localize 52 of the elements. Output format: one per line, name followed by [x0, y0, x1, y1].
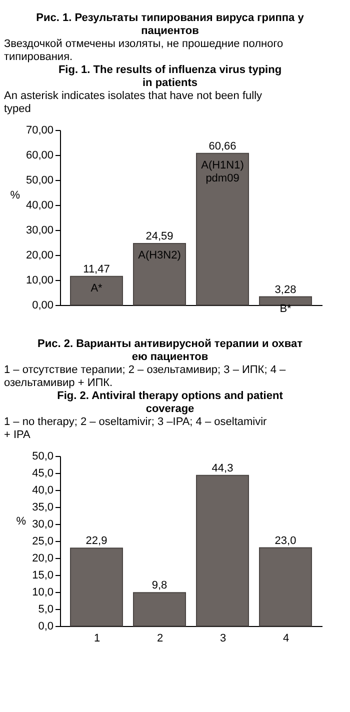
y-tick-label: 0,0	[38, 620, 54, 632]
bar	[259, 296, 312, 306]
y-tick-label: 20,0	[32, 552, 54, 564]
bar	[196, 152, 249, 306]
y-tick-label: 70,00	[26, 124, 54, 136]
bar	[133, 592, 186, 626]
chart-subtitle: 1 – отсутствие терапии; 2 – озельтамивир; 3 – ИПК; 4 – озельтамивир + ИПК.	[4, 364, 286, 389]
y-tick-label: 10,00	[26, 274, 54, 286]
y-tick-label: 50,0	[32, 450, 54, 462]
x-tick-label: 3	[220, 632, 226, 644]
y-tick-label: 50,00	[26, 174, 54, 186]
y-tick-label: 20,00	[26, 250, 54, 262]
chart-subtitle: Звездочкой отмечены изоляты, не прошедние полного типирования.	[4, 38, 284, 63]
y-tick-label: 40,0	[32, 484, 54, 496]
caption: Fig. 1. The results of influenza virus typing in patients	[58, 64, 282, 89]
y-tick-label: 40,00	[26, 200, 54, 212]
y-tick-label: 5,0	[38, 604, 54, 616]
text: 1 – no therapy; 2 – oseltamivir; 3 –IPA; 4 – oseltamivir + IPA	[4, 416, 268, 441]
bar	[259, 547, 312, 626]
chart-title: Рис. 2. Варианты антивирусной терапии и охват ею пациентов	[38, 338, 304, 363]
x-tick-label: 2	[156, 632, 164, 644]
data-label: 9,8	[152, 580, 168, 592]
bar	[70, 548, 123, 626]
data-label: 44,3	[212, 462, 234, 474]
data-label: 11,47	[83, 263, 110, 276]
y-tick-label: 0,00	[32, 300, 54, 312]
y-tick-label: 25,0	[32, 536, 54, 548]
y-axis-title: %	[16, 516, 26, 528]
y-tick-label: 30,0	[32, 518, 54, 530]
chart-title: Рис. 1. Результаты типирования вируса гриппа у пациентов	[36, 12, 305, 37]
y-tick-label: 60,00	[26, 150, 54, 162]
caption: Fig. 2. Antiviral therapy options and patient coverage	[57, 390, 284, 415]
data-label: 22,9	[86, 535, 108, 548]
y-tick-label: 10,0	[32, 586, 54, 598]
data-label: 3,28	[274, 284, 296, 296]
text: An asterisk indicates isolates that have not been fully typed	[4, 90, 263, 115]
x-tick-label: A*	[90, 282, 104, 294]
y-tick-label: 45,0	[32, 468, 54, 480]
data-label: 24,59	[146, 230, 174, 243]
y-axis-title: %	[10, 190, 20, 202]
data-label: 60,66	[208, 140, 236, 152]
bar	[70, 276, 123, 306]
x-tick-label: 1	[94, 632, 100, 644]
bar	[133, 243, 186, 306]
x-tick-label: A(H1N1) pdm09	[201, 159, 244, 184]
data-label: 23,0	[274, 534, 296, 547]
y-tick-label: 30,00	[26, 224, 54, 236]
bar	[196, 474, 249, 626]
x-tick-label: A(H3N2)	[138, 250, 181, 262]
y-tick-label: 15,0	[32, 570, 54, 582]
x-tick-label: 4	[282, 632, 290, 644]
y-tick-label: 35,0	[32, 502, 54, 514]
